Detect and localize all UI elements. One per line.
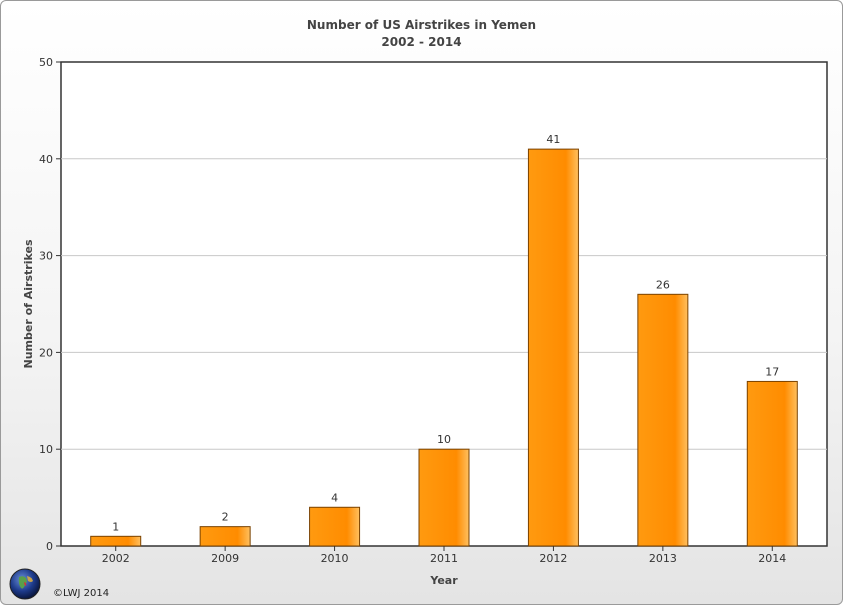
y-axis-label: Number of Airstrikes	[22, 239, 35, 368]
chart-title-block: Number of US Airstrikes in Yemen 2002 - …	[1, 17, 842, 51]
bar-2013	[637, 293, 689, 547]
bar-2012	[527, 148, 579, 547]
x-tick-label-2002: 2002	[102, 552, 130, 565]
x-tick-label-2012: 2012	[539, 552, 567, 565]
bar-2009	[199, 526, 251, 547]
copyright-credit: ©LWJ 2014	[53, 588, 110, 599]
data-label-2013: 26	[656, 278, 670, 291]
data-label-2014: 17	[765, 365, 779, 378]
data-label-2012: 41	[546, 133, 560, 146]
chart-title: Number of US Airstrikes in Yemen	[306, 18, 537, 32]
bar-2014	[746, 380, 798, 547]
x-tick-label-2013: 2013	[649, 552, 677, 565]
data-label-2002: 1	[112, 520, 119, 533]
data-label-2009: 2	[222, 511, 229, 524]
x-tick-label-2011: 2011	[430, 552, 458, 565]
x-tick-label-2014: 2014	[758, 552, 786, 565]
y-tick-label: 10	[39, 443, 53, 456]
bar-2011	[418, 448, 470, 547]
bar-2010	[309, 506, 361, 547]
y-tick-label: 40	[39, 153, 53, 166]
x-axis-label: Year	[429, 574, 458, 587]
y-tick-label: 30	[39, 250, 53, 263]
data-label-2011: 10	[437, 433, 451, 446]
data-label-2010: 4	[331, 491, 338, 504]
chart-subtitle: 2002 - 2014	[381, 35, 462, 49]
x-tick-label-2010: 2010	[321, 552, 349, 565]
bar-2002	[90, 535, 142, 547]
x-tick-label-2009: 2009	[211, 552, 239, 565]
y-tick-label: 0	[46, 540, 53, 553]
globe-icon	[9, 568, 41, 600]
y-tick-label: 50	[39, 56, 53, 69]
y-tick-label: 20	[39, 346, 53, 359]
